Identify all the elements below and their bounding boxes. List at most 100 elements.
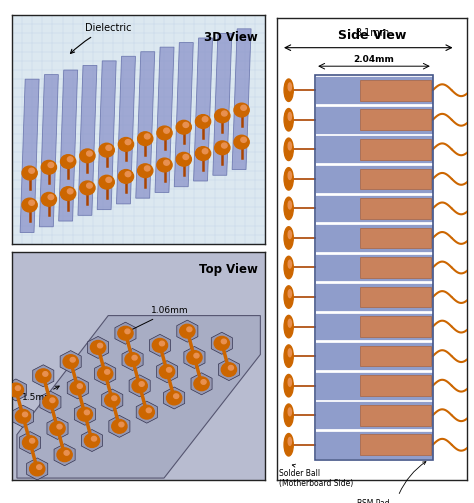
Circle shape xyxy=(119,422,124,427)
Text: 1.5mm: 1.5mm xyxy=(22,386,59,402)
Circle shape xyxy=(284,404,293,427)
Circle shape xyxy=(98,367,113,381)
Circle shape xyxy=(159,341,164,346)
Circle shape xyxy=(50,422,65,435)
Bar xyxy=(360,198,431,219)
Circle shape xyxy=(288,349,292,357)
Polygon shape xyxy=(232,29,251,170)
Circle shape xyxy=(125,329,130,333)
Polygon shape xyxy=(54,444,75,466)
Circle shape xyxy=(22,198,37,212)
Circle shape xyxy=(15,409,31,423)
Circle shape xyxy=(468,175,472,184)
Circle shape xyxy=(36,369,51,383)
Circle shape xyxy=(215,141,230,155)
Circle shape xyxy=(164,160,169,165)
Polygon shape xyxy=(117,56,136,204)
Polygon shape xyxy=(211,332,232,354)
Circle shape xyxy=(468,381,472,390)
Circle shape xyxy=(98,343,103,348)
Circle shape xyxy=(41,193,56,206)
Polygon shape xyxy=(122,349,143,371)
Circle shape xyxy=(187,327,192,331)
Circle shape xyxy=(87,151,92,156)
Polygon shape xyxy=(115,322,136,344)
Circle shape xyxy=(57,425,62,429)
Bar xyxy=(360,405,431,426)
Circle shape xyxy=(77,384,82,388)
Circle shape xyxy=(221,363,237,376)
Bar xyxy=(360,375,431,396)
Circle shape xyxy=(288,83,292,91)
Bar xyxy=(315,372,433,399)
Circle shape xyxy=(22,436,38,450)
Polygon shape xyxy=(193,38,212,181)
Circle shape xyxy=(137,132,153,145)
Circle shape xyxy=(284,345,293,367)
Circle shape xyxy=(468,411,472,420)
Polygon shape xyxy=(19,432,41,454)
Circle shape xyxy=(105,370,110,374)
Circle shape xyxy=(468,204,472,213)
Circle shape xyxy=(43,372,48,376)
Circle shape xyxy=(284,197,293,220)
Circle shape xyxy=(288,438,292,445)
Circle shape xyxy=(194,353,199,358)
Circle shape xyxy=(201,380,206,384)
Circle shape xyxy=(187,351,202,364)
Circle shape xyxy=(468,293,472,301)
Bar xyxy=(360,228,431,248)
Circle shape xyxy=(183,154,189,159)
Circle shape xyxy=(50,398,55,402)
Bar xyxy=(360,435,431,455)
Circle shape xyxy=(9,383,24,397)
Circle shape xyxy=(67,157,73,162)
Circle shape xyxy=(288,142,292,150)
Text: BSM Pad
(CPU Package Side): BSM Pad (CPU Package Side) xyxy=(357,462,431,503)
Circle shape xyxy=(215,109,230,123)
Circle shape xyxy=(214,337,229,350)
Circle shape xyxy=(146,408,151,412)
Circle shape xyxy=(284,256,293,279)
Polygon shape xyxy=(60,351,81,373)
Polygon shape xyxy=(136,52,155,198)
Polygon shape xyxy=(109,415,130,437)
Polygon shape xyxy=(40,391,61,413)
Text: 3D View: 3D View xyxy=(204,31,258,44)
Circle shape xyxy=(288,231,292,238)
Polygon shape xyxy=(164,387,185,409)
Circle shape xyxy=(29,200,35,205)
Bar xyxy=(360,80,431,101)
Circle shape xyxy=(125,172,131,177)
Polygon shape xyxy=(17,315,260,478)
Circle shape xyxy=(99,143,114,157)
Circle shape xyxy=(468,352,472,361)
Circle shape xyxy=(241,137,246,142)
Circle shape xyxy=(87,183,92,188)
Polygon shape xyxy=(102,389,123,411)
Polygon shape xyxy=(129,375,150,397)
Circle shape xyxy=(221,339,227,344)
Circle shape xyxy=(77,407,92,421)
Polygon shape xyxy=(156,361,178,383)
Circle shape xyxy=(118,326,133,340)
Bar xyxy=(360,139,431,159)
Bar xyxy=(360,257,431,278)
Circle shape xyxy=(91,437,97,441)
Circle shape xyxy=(234,103,249,117)
Circle shape xyxy=(221,111,227,116)
Circle shape xyxy=(288,408,292,416)
Circle shape xyxy=(57,448,72,462)
Circle shape xyxy=(288,290,292,298)
Bar xyxy=(315,165,433,193)
Bar xyxy=(315,75,433,460)
Circle shape xyxy=(67,189,73,194)
Circle shape xyxy=(180,324,195,338)
Circle shape xyxy=(183,122,189,127)
Text: Solder Ball
(Motherboard Side): Solder Ball (Motherboard Side) xyxy=(279,464,354,488)
Polygon shape xyxy=(95,363,116,385)
Circle shape xyxy=(145,166,150,171)
Bar xyxy=(315,342,433,370)
Circle shape xyxy=(132,356,137,360)
Bar xyxy=(360,287,431,307)
